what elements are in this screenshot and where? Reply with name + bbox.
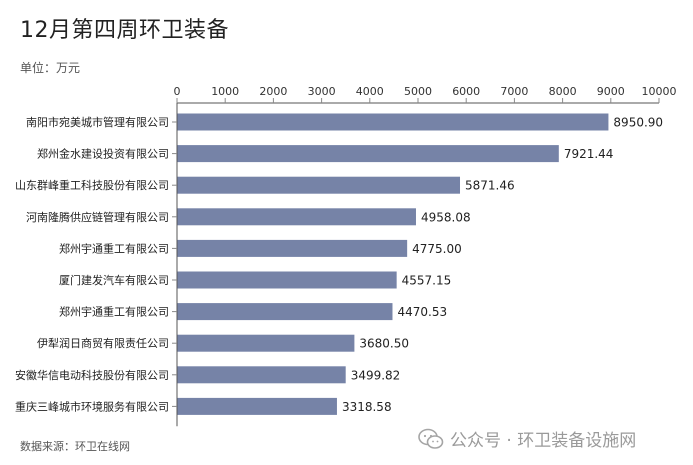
bar [177,239,408,257]
x-tick-label: 10000 [642,85,677,98]
category-label: 郑州宇通重工有限公司 [59,241,169,255]
data-label: 3499.82 [351,368,401,382]
category-label: 郑州宇通重工有限公司 [59,305,169,319]
category-label: 厦门建发汽车有限公司 [59,273,169,287]
data-label: 3680.50 [359,337,409,351]
watermark-text: 公众号 · 环卫装备设施网 [450,431,637,451]
bar [177,397,337,415]
x-tick-label: 6000 [452,85,480,98]
x-tick-label: 5000 [404,85,432,98]
x-tick-label: 1000 [211,85,239,98]
wechat-icon [418,428,444,449]
bar [177,271,397,289]
data-label: 8950.90 [613,116,663,130]
x-tick-label: 8000 [549,85,577,98]
category-label: 南阳市宛美城市管理有限公司 [26,115,169,129]
watermark: 公众号 · 环卫装备设施网 [418,426,636,451]
category-label: 山东群峰重工科技股份有限公司 [15,178,169,192]
bar [177,334,355,352]
x-tick-label: 4000 [356,85,384,98]
data-source: 数据来源：环卫在线网 [20,440,130,453]
data-label: 7921.44 [564,147,614,161]
bar [177,208,416,226]
bar [177,303,393,321]
data-label: 4557.15 [402,274,452,288]
chart-title: 12月第四周环卫装备 [20,18,229,43]
x-tick-label: 0 [174,85,181,98]
category-label: 河南隆腾供应链管理有限公司 [26,210,169,224]
category-label: 伊犁润日商贸有限责任公司 [37,336,169,350]
data-label: 5871.46 [465,179,515,193]
x-tick-label: 3000 [308,85,336,98]
data-label: 3318.58 [342,400,392,414]
category-label: 重庆三峰城市环境服务有限公司 [15,399,169,413]
unit-label: 单位：万元 [20,61,81,75]
data-label: 4958.08 [421,210,471,224]
x-tick-label: 7000 [500,85,528,98]
x-tick-label: 2000 [259,85,287,98]
bar [177,113,609,131]
bar [177,366,346,384]
category-label: 郑州金水建设投资有限公司 [37,147,169,161]
bar [177,176,461,194]
data-label: 4775.00 [412,242,462,256]
category-label: 安徽华信电动科技股份有限公司 [15,368,169,382]
x-tick-label: 9000 [597,85,625,98]
data-label: 4470.53 [397,305,447,319]
bar [177,145,559,163]
